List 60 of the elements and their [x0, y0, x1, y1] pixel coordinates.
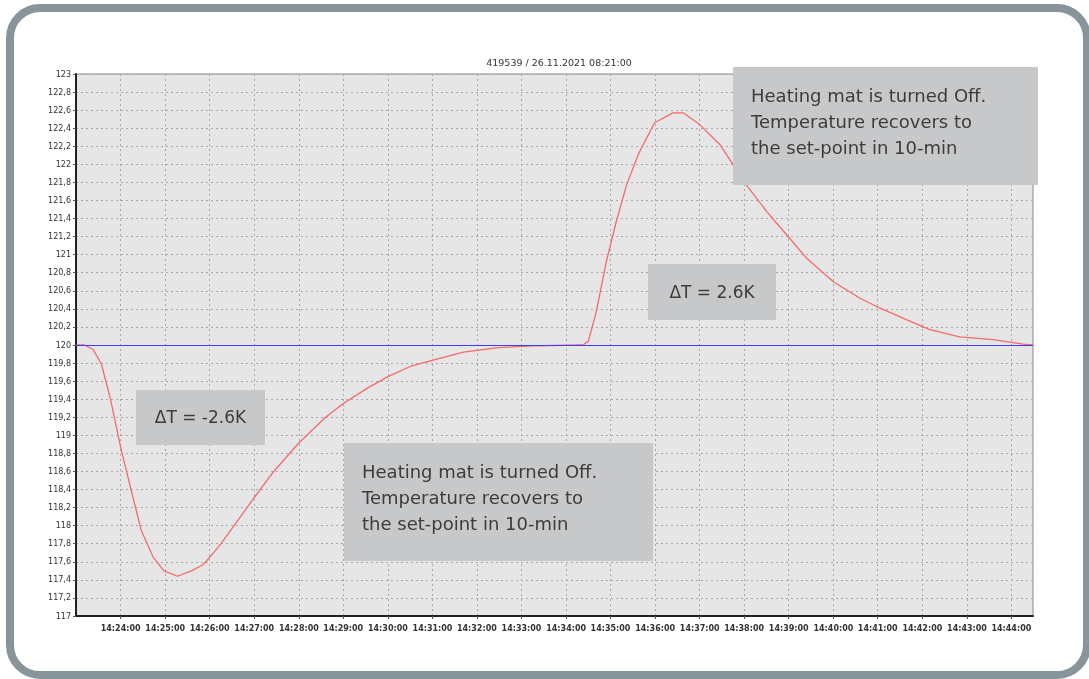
- annotation: Heating mat is turned Off. Temperature recovers to the set-point in 10-min: [751, 84, 988, 160]
- y-tick-label: 118,8: [48, 448, 71, 458]
- y-tick-label: 118,4: [48, 485, 71, 495]
- line-series: [76, 112, 1034, 577]
- x-tick-label: 14:41:00: [857, 623, 899, 633]
- x-tick-label: 14:44:00: [991, 623, 1032, 633]
- y-tick-label: 122: [55, 159, 71, 169]
- y-tick-label: 118: [55, 521, 71, 531]
- y-tick-label: 117: [55, 611, 71, 621]
- y-tick-label: 123: [55, 69, 71, 79]
- x-tick-label: 14:43:00: [947, 623, 988, 633]
- x-tick-label: 14:29:00: [323, 623, 364, 633]
- x-tick-label: 14:32:00: [456, 623, 498, 633]
- y-tick-label: 121,2: [48, 232, 71, 242]
- x-tick-label: 14:37:00: [679, 623, 721, 633]
- x-tick-label: 14:31:00: [412, 623, 453, 633]
- y-tick-label: 122,2: [48, 141, 71, 151]
- y-tick-label: 120,4: [48, 304, 71, 314]
- y-tick-label: 121,4: [48, 214, 71, 224]
- x-tick-label: 14:39:00: [768, 623, 810, 633]
- y-tick-label: 121,6: [48, 195, 71, 205]
- y-tick-label: 118,2: [48, 503, 71, 513]
- y-tick-label: 122,4: [48, 123, 71, 133]
- y-tick-label: 121,8: [48, 177, 71, 187]
- chart-title: 419539 / 26.11.2021 08:21:00: [486, 56, 632, 68]
- y-tick-label: 120,2: [48, 322, 71, 332]
- y-tick-label: 118,6: [48, 466, 71, 476]
- x-tick-label: 14:30:00: [367, 623, 409, 633]
- y-tick-label: 120: [55, 340, 71, 350]
- y-tick-label: 119,8: [48, 358, 71, 368]
- x-tick-label: 14:26:00: [189, 623, 230, 633]
- y-tick-label: 119,2: [48, 412, 71, 422]
- x-tick-label: 14:42:00: [902, 623, 943, 633]
- note-box: ΔT = -2.6K: [136, 390, 265, 445]
- y-tick-label: 117,6: [48, 557, 71, 567]
- y-tick-label: 117,2: [48, 593, 71, 603]
- x-tick-label: 14:28:00: [278, 623, 320, 633]
- x-tick-label: 14:24:00: [100, 623, 141, 633]
- x-tick-label: 14:33:00: [501, 623, 542, 633]
- note-box: Heating mat is turned Off. Temperature recovers to the set-point in 10-min: [344, 443, 653, 561]
- x-tick-label: 14:36:00: [635, 623, 676, 633]
- annotation: Heating mat is turned Off. Temperature recovers to the set-point in 10-min: [362, 460, 599, 536]
- x-tick-label: 14:40:00: [813, 623, 854, 633]
- y-tick-label: 119,4: [48, 394, 71, 404]
- note-box: Heating mat is turned Off. Temperature recovers to the set-point in 10-min: [733, 67, 1038, 185]
- x-tick-label: 14:25:00: [145, 623, 186, 633]
- y-tick-label: 121: [55, 250, 71, 260]
- x-tick-label: 14:27:00: [234, 623, 275, 633]
- y-tick-label: 117,4: [48, 575, 71, 585]
- y-tick-label: 117,8: [48, 539, 71, 549]
- x-tick-label: 14:35:00: [590, 623, 631, 633]
- y-tick-label: 119,6: [48, 376, 71, 386]
- y-tick-label: 122,6: [48, 105, 71, 115]
- y-tick-label: 119: [55, 430, 71, 440]
- y-tick-label: 120,6: [48, 286, 71, 296]
- x-tick-label: 14:38:00: [724, 623, 765, 633]
- y-tick-label: 122,8: [48, 87, 71, 97]
- y-tick-label: 120,8: [48, 268, 71, 278]
- note-box: ΔT = 2.6K: [648, 264, 776, 320]
- x-tick-label: 14:34:00: [546, 623, 587, 633]
